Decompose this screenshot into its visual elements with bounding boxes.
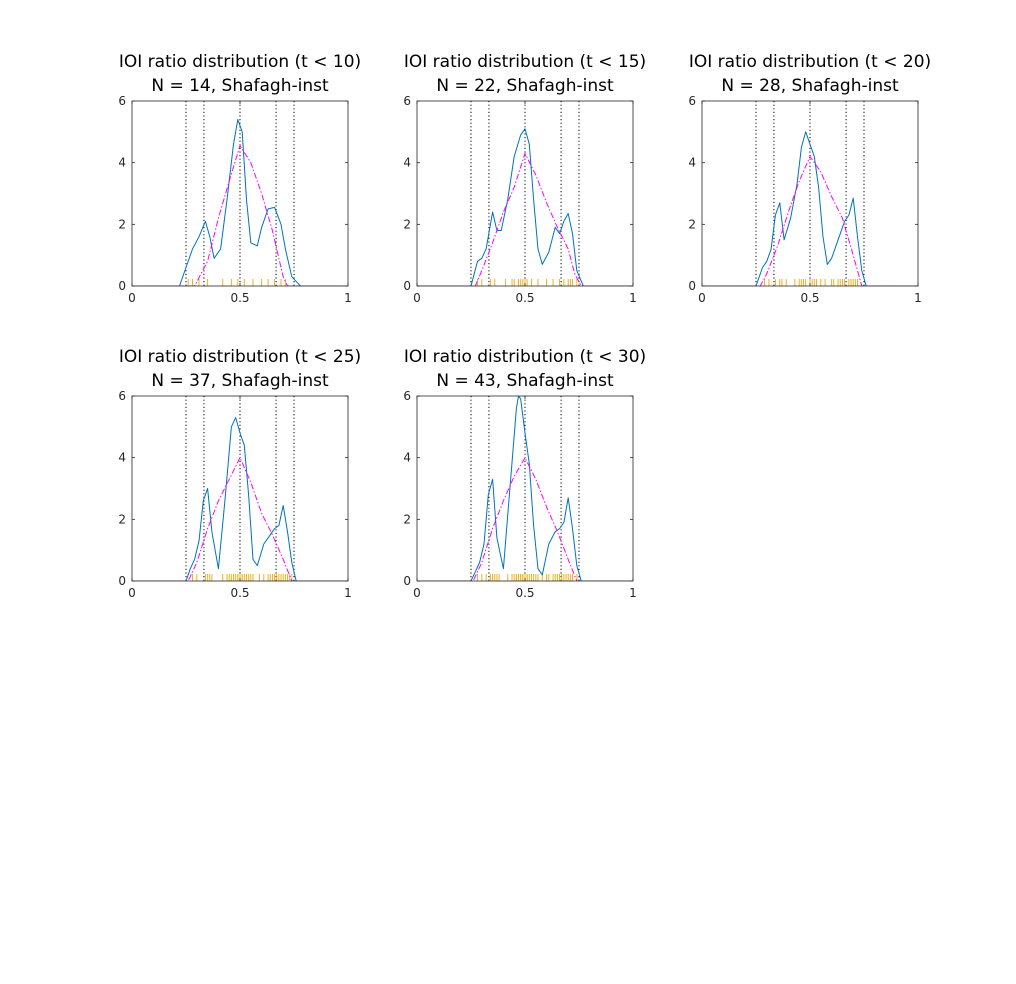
x-tick-label: 0: [413, 291, 421, 305]
kde-curve: [417, 128, 633, 286]
subplot-5: IOI ratio distribution (t < 30) N = 43, S…: [403, 347, 646, 600]
y-tick-label: 4: [403, 156, 411, 170]
y-tick-label: 0: [403, 279, 411, 293]
subplot-subtitle: N = 37, Shafagh-inst: [151, 371, 329, 391]
y-tick-label: 6: [688, 94, 696, 108]
x-tick-label: 0: [128, 291, 136, 305]
x-tick-label: 1: [629, 586, 637, 600]
y-tick-label: 6: [118, 94, 126, 108]
y-tick-label: 6: [118, 389, 126, 403]
y-tick-label: 2: [403, 512, 411, 526]
x-tick-label: 1: [344, 291, 352, 305]
axes-box: [131, 100, 349, 287]
x-tick-label: 1: [629, 291, 637, 305]
y-tick-label: 4: [403, 451, 411, 465]
x-tick-label: 0.5: [230, 586, 249, 600]
kde-curve: [132, 119, 348, 286]
reference-curve: [132, 457, 348, 581]
reference-curve: [132, 145, 348, 286]
subplot-title: IOI ratio distribution (t < 20): [689, 52, 931, 72]
x-tick-label: 0: [698, 291, 706, 305]
subplot-subtitle: N = 22, Shafagh-inst: [436, 76, 614, 96]
x-tick-label: 0.5: [800, 291, 819, 305]
y-tick-label: 0: [118, 574, 126, 588]
y-tick-label: 4: [688, 156, 696, 170]
subplot-1: IOI ratio distribution (t < 10) N = 14, S…: [118, 52, 361, 305]
subplot-title: IOI ratio distribution (t < 30): [404, 347, 646, 367]
y-tick-label: 2: [118, 217, 126, 231]
kde-curve: [702, 131, 918, 286]
kde-curve: [417, 396, 633, 581]
subplot-title: IOI ratio distribution (t < 10): [119, 52, 361, 72]
subplot-subtitle: N = 43, Shafagh-inst: [436, 371, 614, 391]
x-tick-label: 0.5: [515, 291, 534, 305]
x-tick-label: 0: [413, 586, 421, 600]
y-tick-label: 6: [403, 389, 411, 403]
kde-curve: [132, 417, 348, 581]
x-tick-label: 1: [344, 586, 352, 600]
x-tick-label: 1: [914, 291, 922, 305]
y-tick-label: 2: [403, 217, 411, 231]
subplot-3: IOI ratio distribution (t < 20) N = 28, S…: [688, 52, 931, 305]
x-tick-label: 0.5: [230, 291, 249, 305]
x-tick-label: 0.5: [515, 586, 534, 600]
x-tick-label: 0: [128, 586, 136, 600]
axes-box: [131, 395, 349, 582]
subplot-subtitle: N = 14, Shafagh-inst: [151, 76, 329, 96]
y-tick-label: 4: [118, 156, 126, 170]
subplot-title: IOI ratio distribution (t < 25): [119, 347, 361, 367]
subplot-subtitle: N = 28, Shafagh-inst: [721, 76, 899, 96]
reference-curve: [417, 152, 633, 286]
subplot-4: IOI ratio distribution (t < 25) N = 37, S…: [118, 347, 361, 600]
axes-box: [416, 395, 634, 582]
reference-curve: [417, 457, 633, 581]
y-tick-label: 0: [403, 574, 411, 588]
y-tick-label: 0: [688, 279, 696, 293]
y-tick-label: 6: [403, 94, 411, 108]
y-tick-label: 0: [118, 279, 126, 293]
axes-box: [701, 100, 919, 287]
y-tick-label: 2: [118, 512, 126, 526]
subplot-2: IOI ratio distribution (t < 15) N = 22, S…: [403, 52, 646, 305]
subplot-title: IOI ratio distribution (t < 15): [404, 52, 646, 72]
y-tick-label: 2: [688, 217, 696, 231]
reference-curve: [702, 156, 918, 286]
y-tick-label: 4: [118, 451, 126, 465]
